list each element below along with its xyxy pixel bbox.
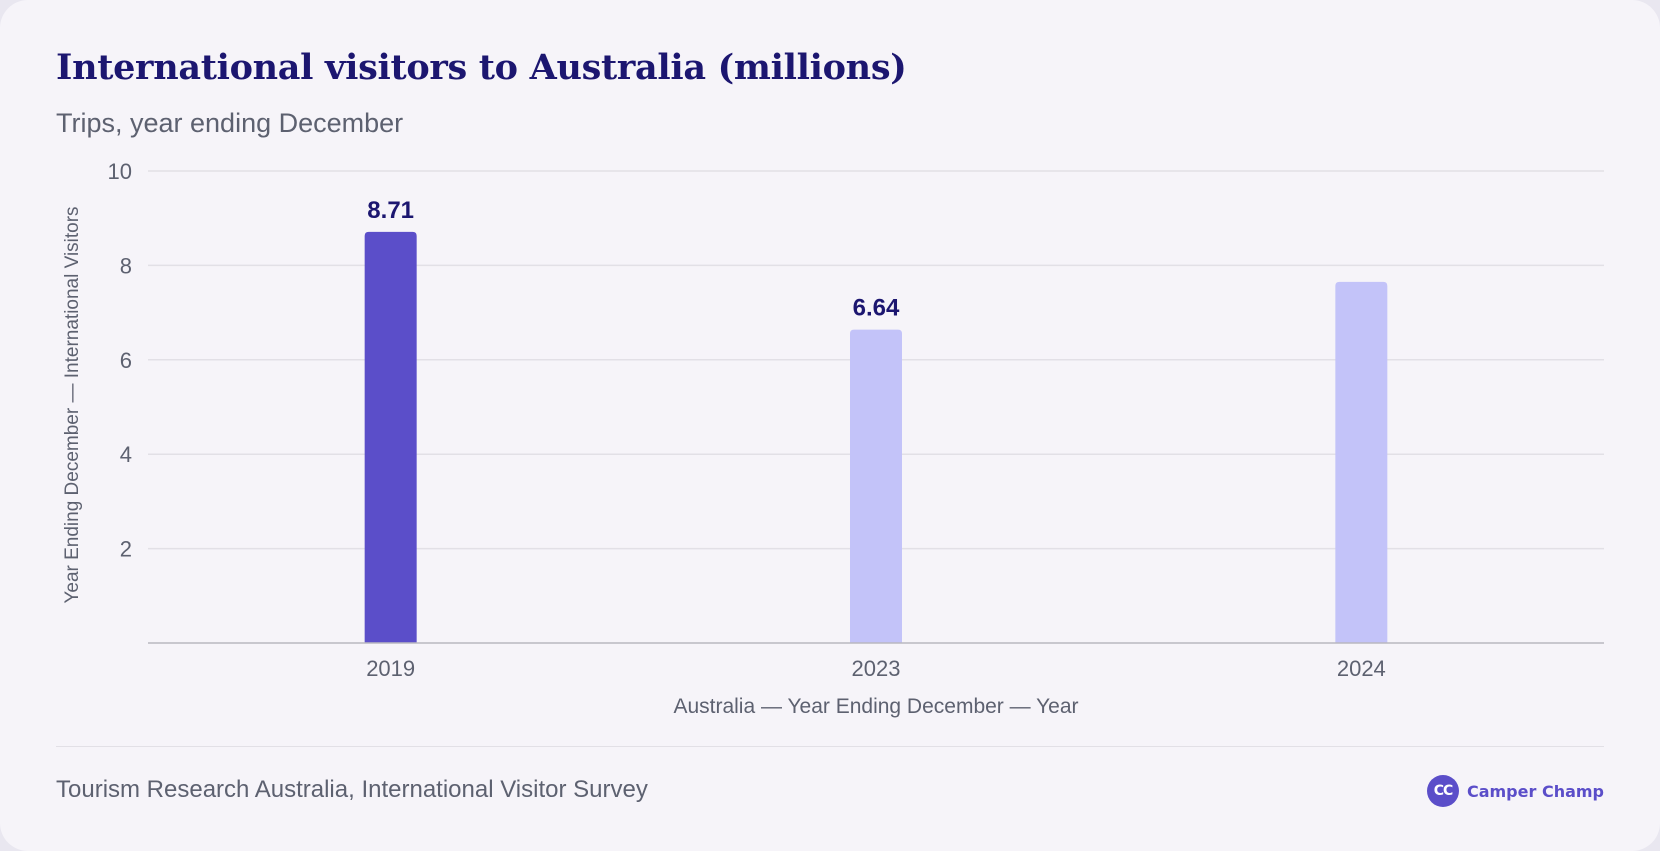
bars — [364, 231, 1388, 643]
bar-2023 — [850, 329, 902, 643]
x-tick-label-2019: 2019 — [366, 656, 415, 681]
bar-2019 — [364, 231, 417, 643]
footer-divider — [56, 746, 1604, 747]
y-tick-label: 6 — [120, 348, 132, 373]
x-tick-label-2024: 2024 — [1337, 656, 1386, 681]
axes: Australia — Year Ending December — Year … — [62, 206, 1604, 718]
value-labels: 8.71 2019 6.64 2023 2024 — [366, 197, 1386, 681]
y-tick-label: 10 — [108, 159, 132, 184]
y-axis-title: Year Ending December — International Vis… — [62, 206, 83, 603]
value-label-2019: 8.71 — [367, 197, 414, 224]
value-label-2023: 6.64 — [853, 295, 900, 322]
x-axis-title: Australia — Year Ending December — Year — [673, 695, 1078, 718]
source-note: Tourism Research Australia, Internationa… — [56, 776, 648, 803]
brand-name: Camper Champ — [1466, 781, 1604, 801]
bar-2024 — [1335, 281, 1388, 643]
chart-subtitle: Trips, year ending December — [56, 108, 404, 138]
chart-title: International visitors to Australia (mil… — [56, 47, 907, 88]
y-tick-label: 8 — [120, 253, 132, 278]
camper-champ-logo-icon: CC — [1426, 775, 1459, 807]
x-tick-label-2023: 2023 — [852, 656, 901, 681]
brand-logo: CC Camper Champ — [1426, 774, 1604, 808]
y-tick-label: 4 — [120, 442, 132, 467]
y-tick-label: 2 — [120, 537, 132, 562]
